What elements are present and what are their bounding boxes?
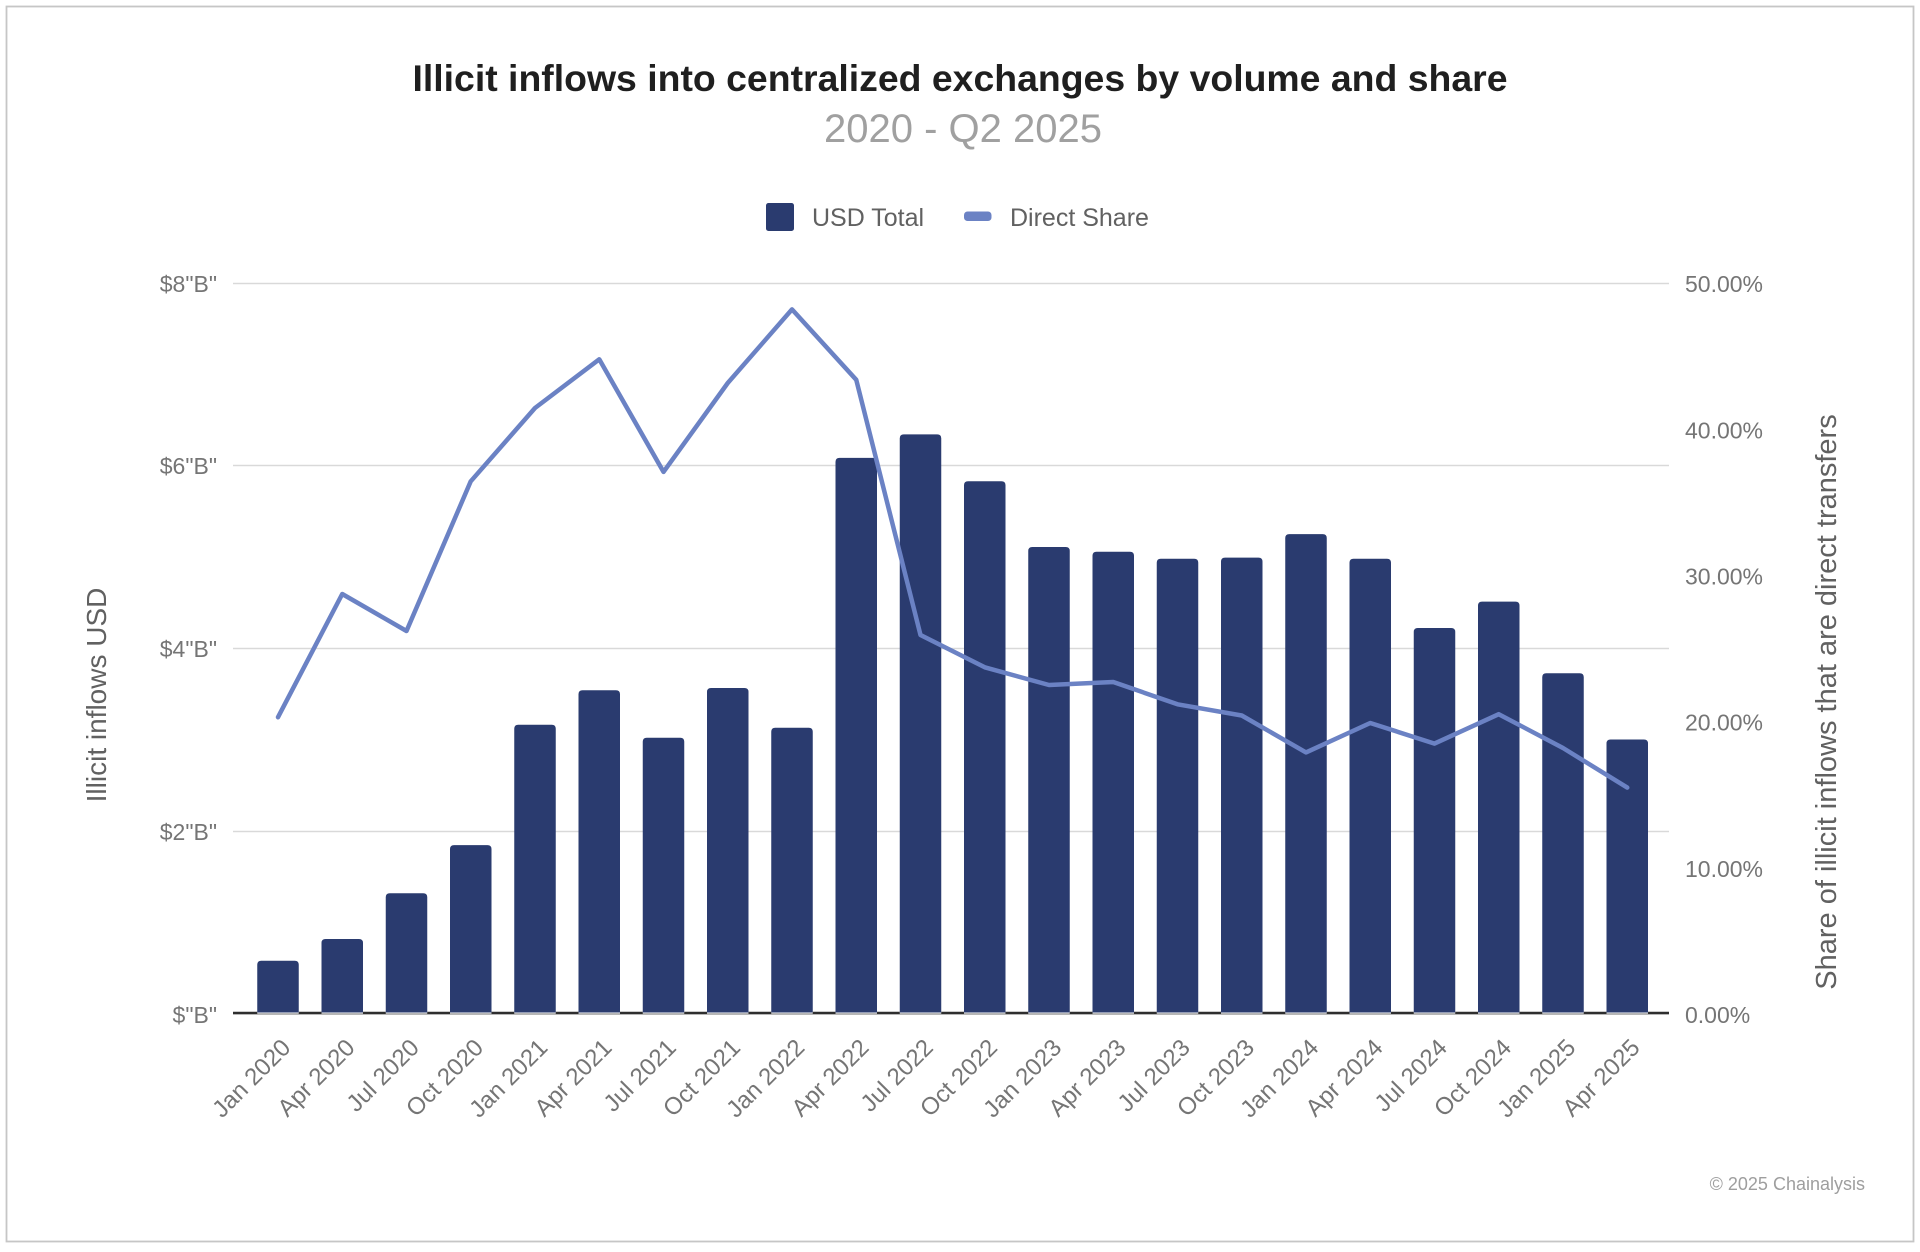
svg-text:40.00%: 40.00% — [1685, 417, 1763, 443]
svg-text:Illicit inflows into centraliz: Illicit inflows into centralized exchang… — [412, 57, 1507, 99]
svg-text:Illicit inflows USD: Illicit inflows USD — [81, 588, 112, 803]
svg-text:10.00%: 10.00% — [1685, 856, 1763, 882]
svg-text:0.00%: 0.00% — [1685, 1002, 1750, 1028]
svg-text:$"B": $"B" — [173, 1002, 217, 1028]
svg-text:30.00%: 30.00% — [1685, 564, 1763, 590]
svg-text:Direct Share: Direct Share — [1010, 204, 1149, 232]
svg-text:USD Total: USD Total — [812, 204, 924, 232]
svg-text:$4"B": $4"B" — [160, 636, 217, 662]
svg-text:20.00%: 20.00% — [1685, 710, 1763, 736]
svg-text:© 2025 Chainalysis: © 2025 Chainalysis — [1710, 1174, 1865, 1194]
svg-text:50.00%: 50.00% — [1685, 271, 1763, 297]
svg-text:$6"B": $6"B" — [160, 453, 217, 479]
svg-text:$8"B": $8"B" — [160, 271, 217, 297]
svg-text:$2"B": $2"B" — [160, 819, 217, 845]
svg-text:2020 - Q2 2025: 2020 - Q2 2025 — [824, 107, 1102, 151]
svg-text:Share of illicit inflows that: Share of illicit inflows that are direct… — [1811, 414, 1843, 989]
